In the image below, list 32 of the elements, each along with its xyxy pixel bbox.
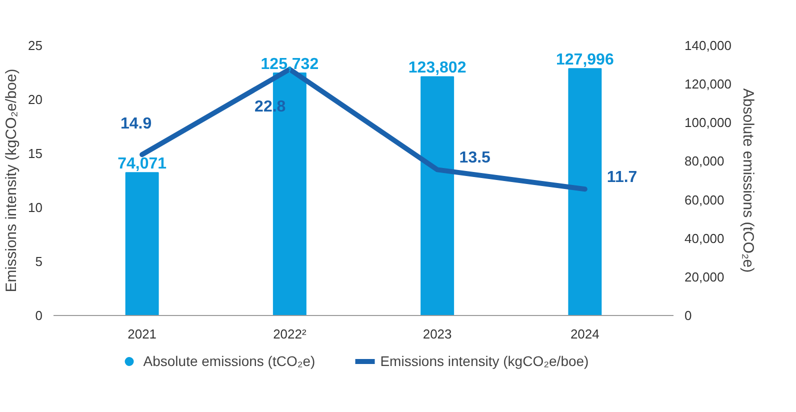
data-label: 127,996	[556, 52, 614, 69]
data-label: 125,732	[260, 56, 319, 74]
data-label: 123,802	[408, 60, 466, 77]
y2-tick-label: 120,000	[684, 76, 732, 92]
y2-tick-label: 140,000	[684, 38, 732, 53]
y2-tick-label: 80,000	[684, 154, 724, 169]
bar	[125, 172, 159, 316]
bar	[420, 76, 454, 316]
y2-tick-label: 0	[684, 308, 692, 323]
x-tick-label: 2022²	[273, 326, 307, 342]
y2-tick-label: 20,000	[684, 269, 724, 284]
bar	[568, 68, 602, 316]
legend-label: Emissions intensity (kgCO₂e/boe)	[380, 353, 589, 369]
x-tick-label: 2024	[570, 326, 600, 342]
y-tick-label: 20	[28, 92, 43, 107]
y-tick-label: 0	[35, 308, 43, 323]
y-tick-label: 5	[35, 254, 43, 269]
data-label: 11.7	[606, 169, 638, 186]
y2-tick-label: 100,000	[684, 115, 732, 130]
y-tick-label: 15	[28, 146, 43, 161]
y2-tick-label: 40,000	[684, 230, 724, 246]
data-label: 13.5	[459, 150, 491, 167]
y-axis-title: Emissions intensity (kgCO₂e/boe)	[3, 68, 20, 292]
y2-axis-title: Absolute emissions (tCO₂e)	[739, 88, 756, 273]
data-label: 74,071	[118, 156, 167, 173]
x-tick-label: 2023	[422, 326, 452, 342]
y2-tick-label: 60,000	[684, 192, 724, 208]
data-label: 14.9	[120, 116, 152, 133]
y-tick-label: 10	[28, 200, 43, 215]
legend-label: Absolute emissions (tCO₂e)	[143, 353, 316, 369]
x-tick-label: 2021	[128, 326, 157, 342]
y-tick-label: 25	[28, 38, 43, 53]
